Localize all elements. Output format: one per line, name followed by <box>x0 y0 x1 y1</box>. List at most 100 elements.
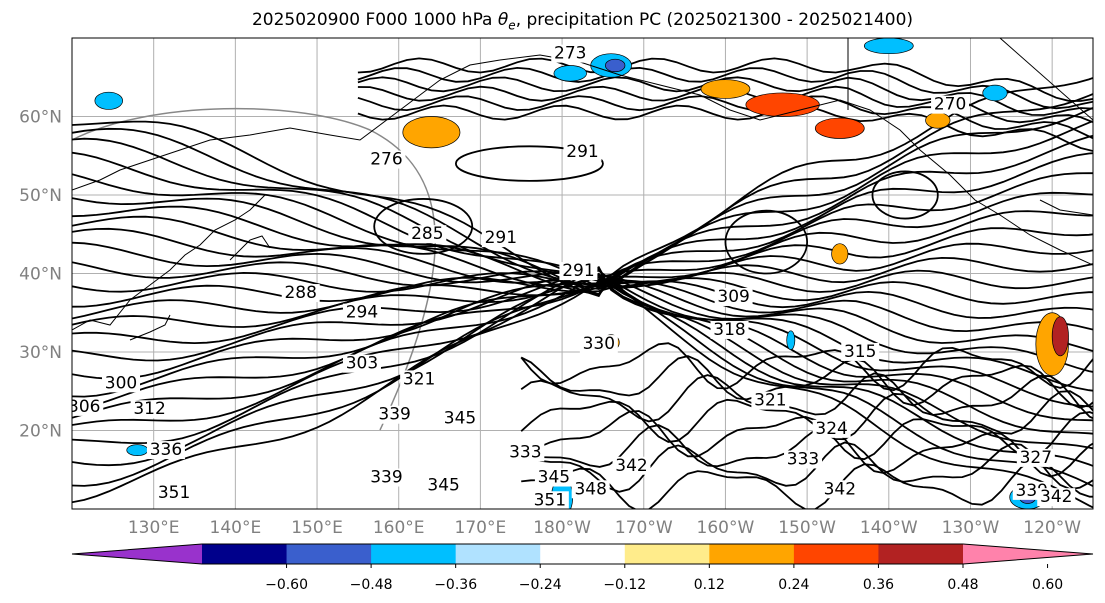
contour-label-background <box>571 480 610 499</box>
contour-label-background <box>400 370 439 389</box>
contour-label: 342 <box>824 479 856 499</box>
contour-label-background <box>784 450 823 469</box>
contour-label: 291 <box>485 228 517 248</box>
colorbar-tick-label: 0.60 <box>1032 577 1063 593</box>
contour-label: 321 <box>403 369 435 389</box>
lon-tick-label: 150°E <box>291 518 343 538</box>
contour-label: 276 <box>370 150 402 170</box>
contour-label-background <box>812 419 851 438</box>
colorbar-segment <box>793 544 879 564</box>
contour-label: 291 <box>566 142 598 162</box>
contour-line <box>357 66 1093 110</box>
map-title: 2025020900 F000 1000 hPa θe, precipitati… <box>0 10 1105 32</box>
contour-label-background <box>146 441 185 460</box>
lat-tick-label: 30°N <box>19 343 62 363</box>
colorbar-tick-label: 0.48 <box>947 577 978 593</box>
colorbar-tick-label: −0.12 <box>603 577 646 593</box>
closed-contour <box>724 209 809 275</box>
contour-label-background <box>506 443 545 462</box>
contour-label-background <box>155 484 194 503</box>
precip-patch <box>982 84 1008 102</box>
precip-patch <box>700 79 751 99</box>
contour-line <box>72 276 1093 380</box>
contour-label-background <box>530 491 569 509</box>
contour-label-background <box>534 468 573 487</box>
closed-contour <box>871 170 939 220</box>
colorbar-segment <box>286 544 372 564</box>
great-circle-arc <box>72 107 436 431</box>
coastline <box>72 194 266 331</box>
contour-line <box>357 57 1093 102</box>
contour-label-background <box>563 142 602 161</box>
colorbar-high-extension <box>963 544 1093 564</box>
title-prefix: 2025020900 F000 1000 hPa <box>251 10 498 30</box>
precip-patch <box>402 116 461 149</box>
contour-label-background <box>72 397 104 416</box>
contour-label: 339 <box>378 405 410 425</box>
latitude-labels: 20°N 30°N 40°N 50°N 60°N <box>19 108 62 442</box>
colorbar-segment <box>540 544 626 564</box>
contour-label: 288 <box>284 283 316 303</box>
lat-tick-label: 50°N <box>19 186 62 206</box>
contour-line <box>72 280 1093 488</box>
contour-label: 342 <box>615 456 647 476</box>
contour-label-background <box>612 456 651 475</box>
lon-tick-label: 130°W <box>942 518 1000 538</box>
colorbar-segment <box>202 544 288 564</box>
colorbar-segment <box>709 544 795 564</box>
contour-line <box>521 459 1093 509</box>
colorbar-tick-label: −0.60 <box>265 577 308 593</box>
lon-tick-label: 170°E <box>455 518 507 538</box>
coastline <box>1039 199 1093 216</box>
colorbar-segment <box>455 544 541 564</box>
precip-patch <box>126 444 149 456</box>
colorbar-tick-label: 0.36 <box>863 577 894 593</box>
contour-label: 315 <box>844 342 876 362</box>
contour-label-background <box>1037 488 1076 507</box>
contour-label: 327 <box>1020 448 1052 468</box>
contour-label: 309 <box>717 287 749 307</box>
contour-line <box>520 372 1093 423</box>
coastline <box>129 314 171 341</box>
lon-tick-label: 160°E <box>373 518 425 538</box>
lat-tick-label: 40°N <box>19 265 62 285</box>
contour-label: 339 <box>370 468 402 488</box>
colorbar-tick-label: −0.24 <box>519 577 562 593</box>
coastline <box>999 38 1093 121</box>
contour-label: 342 <box>1040 487 1072 507</box>
contour-label-background <box>1016 448 1055 467</box>
contour-label-background <box>408 225 447 244</box>
contour-label-background <box>367 468 406 487</box>
title-subscript: e <box>508 18 516 33</box>
lon-tick-label: 160°W <box>697 518 755 538</box>
contour-label: 291 <box>562 261 594 281</box>
contour-label: 294 <box>346 303 378 323</box>
contour-label: 351 <box>158 483 190 503</box>
lon-tick-label: 180°W <box>533 518 591 538</box>
contour-label: 300 <box>105 373 137 393</box>
precip-patch <box>605 58 626 73</box>
contour-label: 312 <box>133 399 165 419</box>
contour-label: 324 <box>815 419 847 439</box>
contour-label: 285 <box>411 224 443 244</box>
precip-patch <box>863 38 914 55</box>
colorbar-outline <box>71 543 1094 565</box>
contour-label: 318 <box>713 320 745 340</box>
precip-patch <box>925 112 951 129</box>
contour-line <box>72 269 1093 308</box>
title-suffix: , precipitation PC (2025021300 - 2025021… <box>515 10 914 30</box>
contour-label: 348 <box>574 479 606 499</box>
contour-label: 303 <box>346 354 378 374</box>
contour-label-background <box>375 405 414 424</box>
lat-tick-label: 60°N <box>19 108 62 128</box>
precip-patch <box>814 117 865 139</box>
coastline <box>72 59 501 191</box>
precip-patch <box>94 91 123 110</box>
precip-patch <box>831 243 849 265</box>
contour-line <box>521 410 1093 461</box>
contour-label-background <box>342 354 381 373</box>
contour-label-background <box>551 44 590 63</box>
contour-label: 306 <box>68 397 100 417</box>
